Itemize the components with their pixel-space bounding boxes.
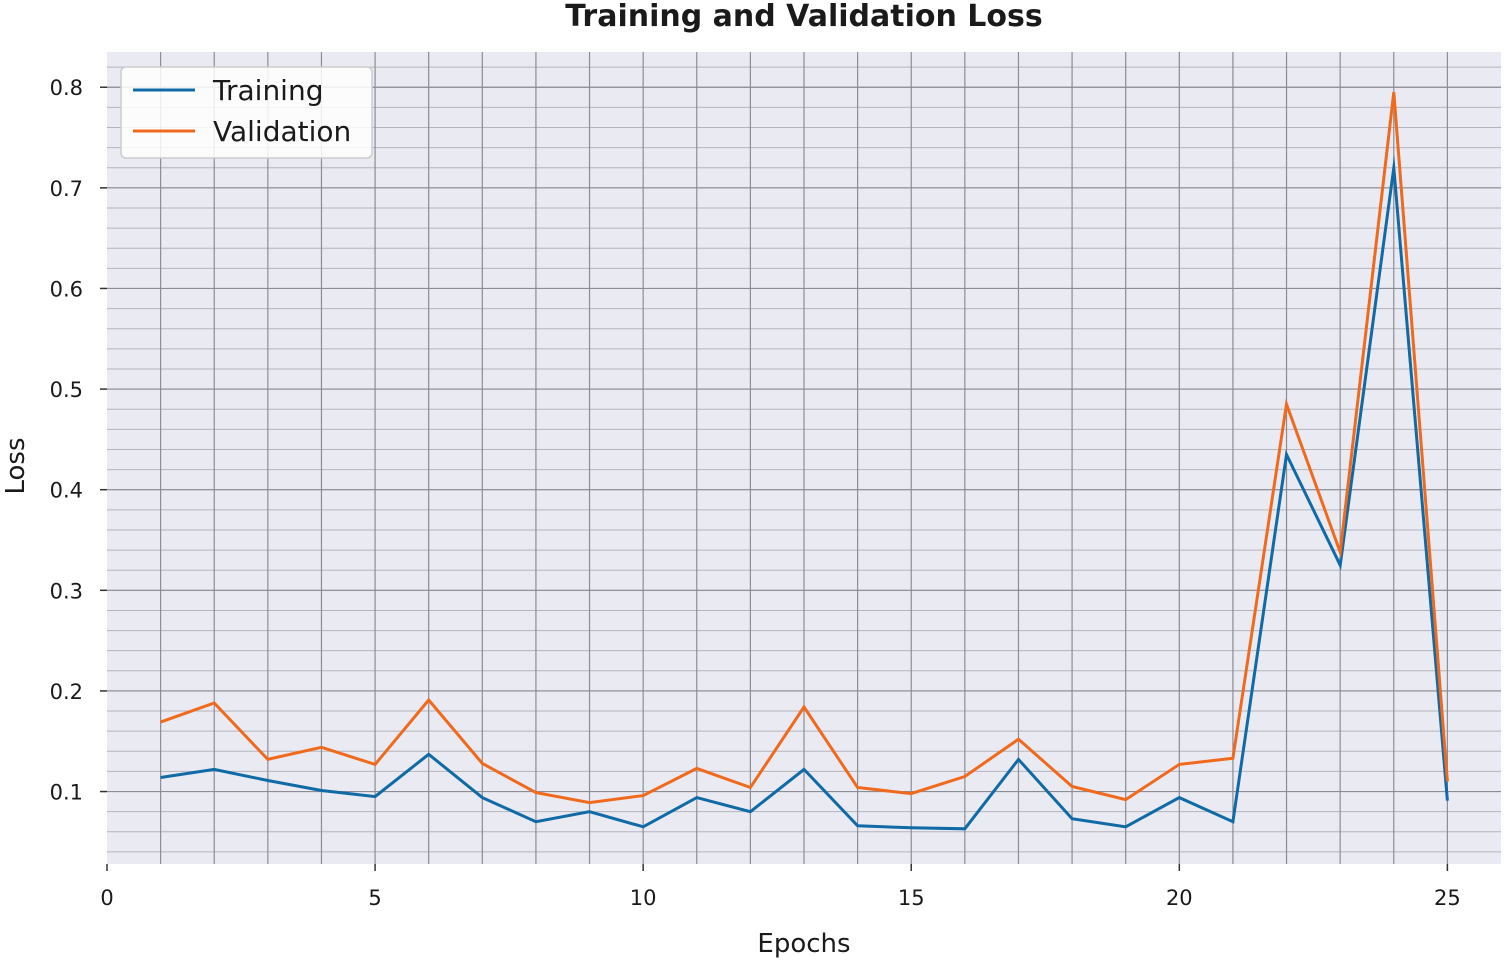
chart-title: Training and Validation Loss [565, 0, 1043, 34]
y-tick-label: 0.7 [50, 177, 83, 201]
y-tick-label: 0.8 [50, 76, 83, 100]
y-tick-label: 0.5 [50, 378, 83, 402]
legend: Training Validation [120, 66, 373, 159]
y-tick-label: 0.1 [50, 781, 83, 805]
legend-label-validation: Validation [213, 115, 351, 148]
x-tick-label: 15 [898, 886, 925, 910]
series-line-validation [160, 92, 1449, 805]
x-tick-label: 10 [630, 886, 657, 910]
x-tick-label: 5 [368, 886, 381, 910]
x-tick-label: 20 [1166, 886, 1193, 910]
x-tick-label: 0 [100, 886, 113, 910]
x-axis-label: Epochs [757, 929, 850, 959]
y-tick-label: 0.4 [50, 479, 83, 503]
x-tick-label: 25 [1434, 886, 1461, 910]
y-tick-label: 0.2 [50, 680, 83, 704]
series-layer [160, 92, 1449, 831]
y-axis-label: Loss [1, 437, 31, 494]
y-tick-label: 0.3 [50, 579, 83, 603]
y-axis-ticks: 0.1 0.2 0.3 0.4 0.5 0.6 0.7 0.8 [50, 76, 107, 805]
legend-label-training: Training [212, 74, 323, 107]
series-line-training [160, 153, 1449, 831]
y-tick-label: 0.6 [50, 277, 83, 301]
x-axis-ticks: 0 5 10 15 20 25 [100, 864, 1461, 910]
